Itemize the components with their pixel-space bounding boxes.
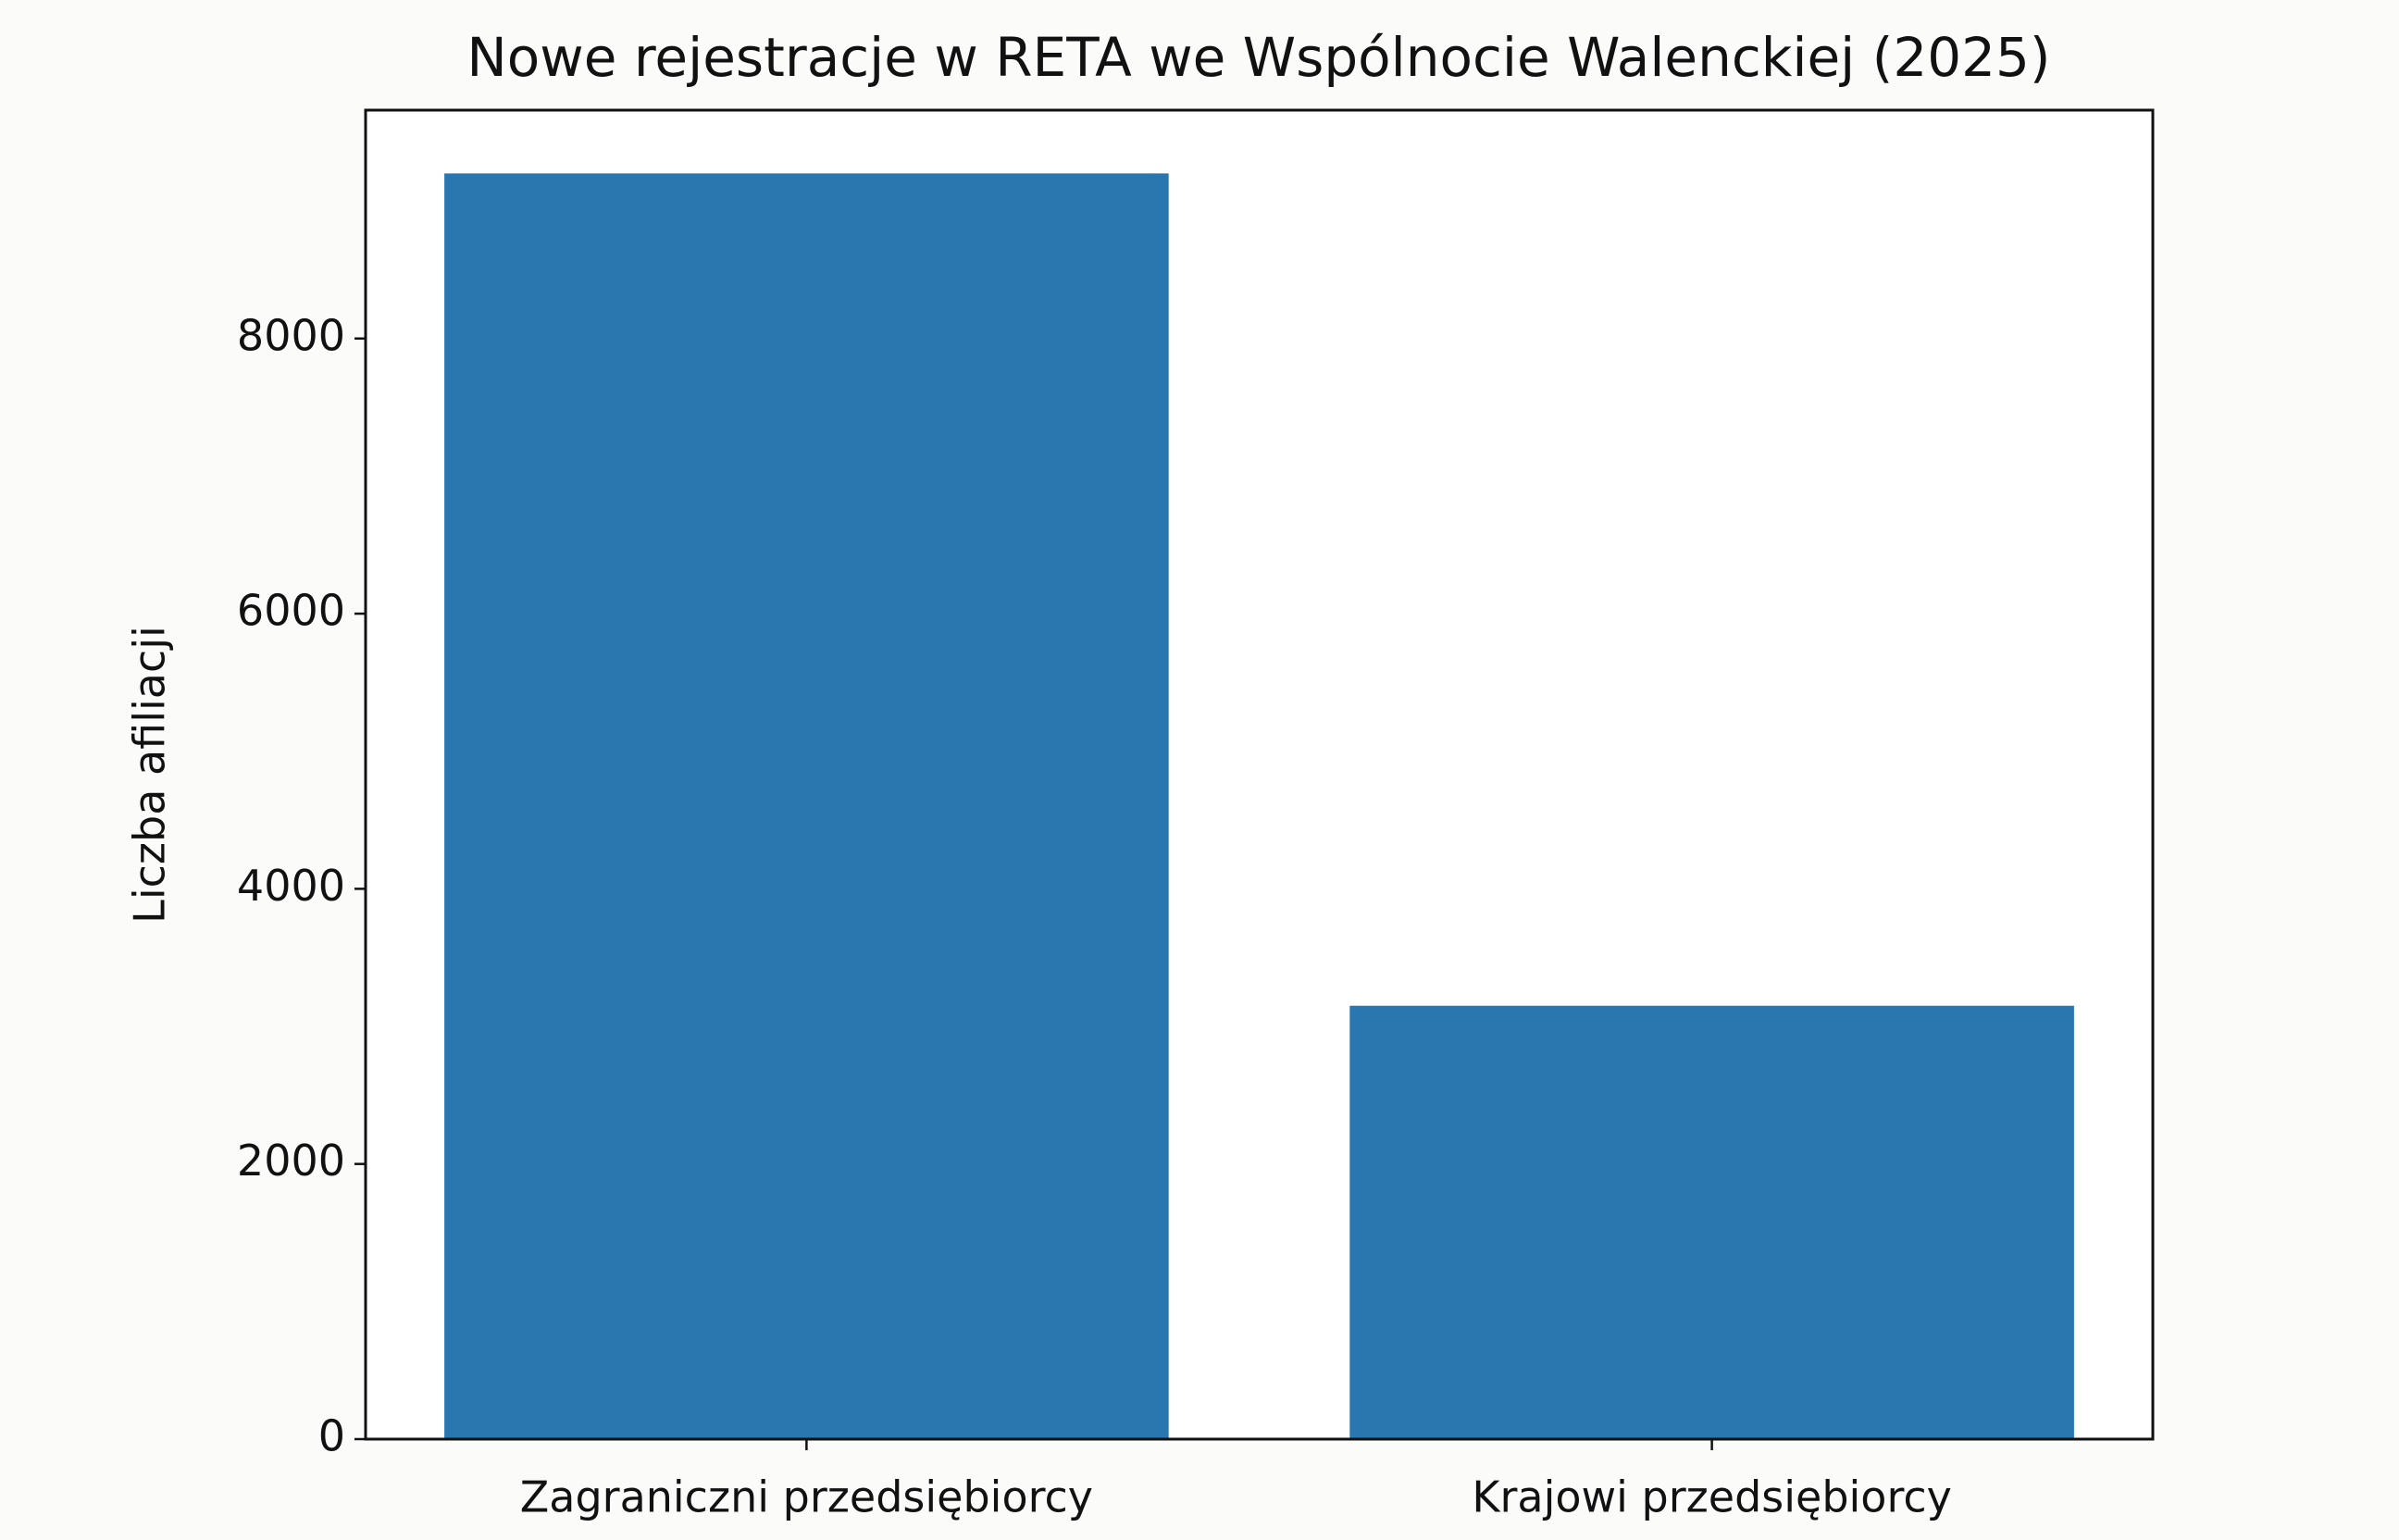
y-tick-label: 2000 xyxy=(237,1136,345,1186)
y-tick-label: 6000 xyxy=(237,586,345,636)
x-tick-label: Zagraniczni przedsiębiorcy xyxy=(520,1472,1093,1522)
y-axis-label: Liczba afiliacji xyxy=(125,626,175,924)
y-tick-label: 8000 xyxy=(237,310,345,360)
axes-frame xyxy=(364,108,2155,1441)
bar xyxy=(1349,1005,2074,1439)
y-tick-label: 4000 xyxy=(237,861,345,911)
chart-title: Nowe rejestracje w RETA we Wspólnocie Wa… xyxy=(466,26,2050,89)
y-tick-label: 0 xyxy=(318,1411,345,1461)
bar xyxy=(444,173,1169,1439)
x-tick-label: Krajowi przedsiębiorcy xyxy=(1472,1472,1952,1522)
